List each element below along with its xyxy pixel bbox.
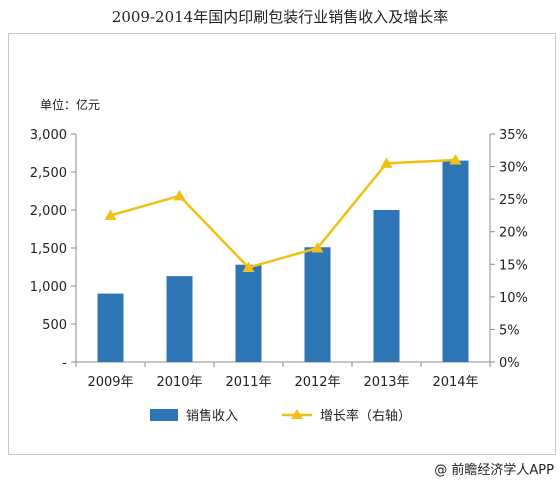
y-left-tick-label: 3,000: [30, 128, 67, 143]
bar-2014年: [442, 160, 469, 362]
y-right-tick-label: 0%: [499, 356, 520, 371]
legend-label-revenue: 销售收入: [186, 408, 238, 424]
y-left-tick-label: 500: [42, 318, 67, 333]
growth-rate-point-2011年: [242, 261, 255, 273]
y-right-tick-label: 15%: [499, 258, 528, 273]
growth-rate-point-2010年: [173, 189, 186, 201]
y-left-unit-label: 单位：亿元: [40, 97, 100, 112]
growth-rate-point-2013年: [380, 157, 393, 168]
y-right-tick-label: 20%: [499, 226, 528, 241]
x-tick-label: 2012年: [294, 375, 340, 390]
footer-brand-label: @ 前瞻经济学人APP: [434, 463, 554, 478]
y-right-tick-label: 35%: [499, 128, 528, 143]
y-right-tick-label: 25%: [499, 193, 528, 208]
growth-rate-point-2009年: [104, 209, 117, 220]
growth-rate-point-2014年: [449, 154, 462, 165]
y-left-tick-label: -: [62, 356, 67, 371]
x-tick-label: 2009年: [87, 375, 133, 390]
y-left-tick-label: 1,000: [30, 280, 67, 295]
y-left-tick-label: 2,000: [30, 204, 67, 219]
bar-2009年: [97, 293, 124, 362]
x-tick-label: 2014年: [432, 375, 478, 390]
bar-2013年: [373, 210, 400, 362]
chart-title: 2009-2014年国内印刷包装行业销售收入及增长率: [111, 8, 449, 26]
bar-2010年: [166, 276, 193, 362]
legend-swatch-revenue: [150, 409, 178, 421]
x-tick-label: 2013年: [363, 375, 409, 390]
y-right-tick-label: 5%: [499, 323, 520, 338]
growth-rate-line: [110, 158, 456, 269]
bar-2012年: [304, 247, 331, 362]
x-tick-label: 2010年: [156, 375, 202, 390]
y-left-tick-label: 1,500: [30, 242, 67, 257]
legend-label-growth: 增长率（右轴）: [320, 408, 411, 424]
x-tick-label: 2011年: [225, 375, 271, 390]
y-left-tick-label: 2,500: [30, 166, 67, 181]
y-right-tick-label: 30%: [499, 161, 528, 176]
growth-rate-point-2012年: [311, 242, 324, 253]
bar-2011年: [235, 264, 262, 362]
y-right-tick-label: 10%: [499, 291, 528, 306]
legend-swatch-growth-marker: [291, 409, 303, 419]
